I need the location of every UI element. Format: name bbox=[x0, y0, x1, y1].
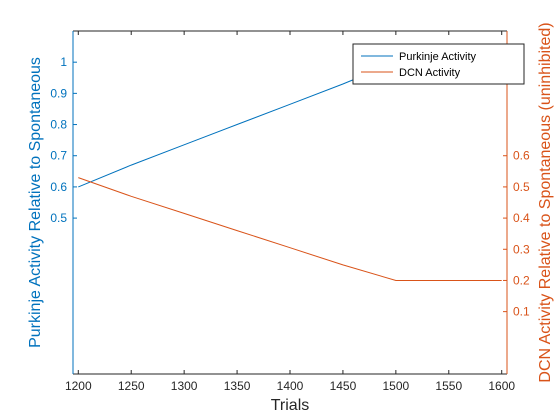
legend-label: DCN Activity bbox=[399, 67, 461, 79]
series-line-dcn-activity bbox=[78, 177, 502, 281]
y-right-tick-label: 0.6 bbox=[513, 149, 530, 163]
y-left-tick-label: 1 bbox=[60, 55, 67, 69]
legend-box bbox=[352, 43, 525, 85]
x-tick-label: 1450 bbox=[330, 379, 357, 393]
y-left-tick-label: 0.6 bbox=[50, 180, 67, 194]
x-tick-label: 1300 bbox=[171, 379, 198, 393]
y-right-axis-label: DCN Activity Relative to Spontaneous (un… bbox=[537, 22, 554, 382]
x-tick-label: 1200 bbox=[65, 379, 92, 393]
y-left-tick-label: 0.5 bbox=[50, 211, 67, 225]
axes-layer: 1200 1250 1300 1350 1400 1450 1500 1550 1600 0.5 0… bbox=[27, 22, 554, 414]
x-tick-label: 1550 bbox=[435, 379, 462, 393]
y-left-axis-label: Purkinje Activity Relative to Spontaneou… bbox=[27, 57, 44, 348]
x-tick-label: 1400 bbox=[277, 379, 304, 393]
y-left-tick-label: 0.9 bbox=[50, 86, 67, 100]
legend-label: Purkinje Activity bbox=[399, 51, 477, 63]
y-right-tick-label: 0.4 bbox=[513, 211, 530, 225]
y-right-tick-label: 0.1 bbox=[513, 305, 530, 319]
y-right-tick-label: 0.2 bbox=[513, 273, 530, 287]
x-tick-label: 1250 bbox=[118, 379, 145, 393]
x-tick-label: 1600 bbox=[488, 379, 515, 393]
y-left-tick-label: 0.8 bbox=[50, 118, 67, 132]
y-right-tick-label: 0.3 bbox=[513, 242, 530, 256]
plot-background bbox=[73, 31, 507, 374]
x-tick-label: 1500 bbox=[383, 379, 410, 393]
legend: Purkinje Activity DCN Activity bbox=[352, 43, 525, 85]
x-axis-label: Trials bbox=[271, 397, 310, 414]
y-right-tick-label: 0.5 bbox=[513, 180, 530, 194]
x-tick-label: 1350 bbox=[224, 379, 251, 393]
y-left-tick-label: 0.7 bbox=[50, 149, 67, 163]
